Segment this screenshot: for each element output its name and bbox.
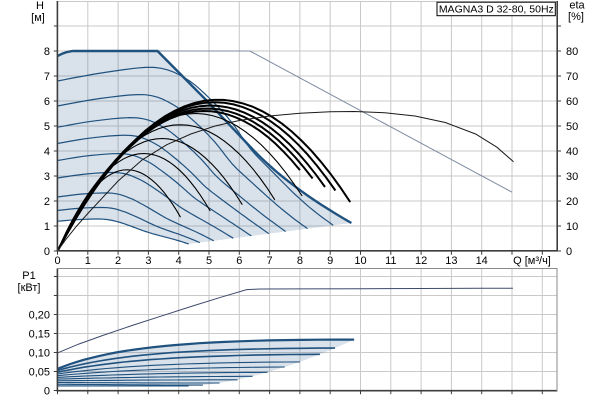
- svg-text:30: 30: [566, 171, 578, 183]
- svg-text:5: 5: [44, 121, 50, 133]
- svg-text:0: 0: [54, 255, 60, 267]
- svg-text:4: 4: [44, 146, 50, 158]
- svg-text:6: 6: [236, 255, 242, 267]
- svg-text:7: 7: [44, 71, 50, 83]
- svg-text:11: 11: [385, 255, 396, 267]
- svg-text:3: 3: [145, 255, 151, 267]
- svg-text:P1: P1: [22, 270, 35, 282]
- svg-text:8: 8: [44, 46, 50, 58]
- svg-text:[%]: [%]: [568, 11, 584, 23]
- svg-text:40: 40: [566, 146, 578, 158]
- svg-text:12: 12: [415, 255, 427, 267]
- svg-text:0,15: 0,15: [29, 329, 50, 341]
- svg-text:0,05: 0,05: [29, 367, 50, 379]
- svg-text:0,20: 0,20: [29, 310, 50, 322]
- svg-text:2: 2: [44, 196, 50, 208]
- svg-text:H: H: [36, 0, 44, 12]
- svg-text:8: 8: [297, 255, 303, 267]
- svg-text:10: 10: [354, 255, 366, 267]
- svg-text:60: 60: [566, 96, 578, 108]
- svg-text:Q [м³/ч]: Q [м³/ч]: [513, 255, 551, 267]
- svg-text:70: 70: [566, 71, 578, 83]
- svg-text:14: 14: [476, 255, 488, 267]
- svg-text:MAGNA3 D 32-80, 50Hz: MAGNA3 D 32-80, 50Hz: [439, 4, 554, 16]
- svg-text:1: 1: [85, 255, 91, 267]
- svg-text:[м]: [м]: [31, 12, 45, 24]
- svg-text:5: 5: [206, 255, 212, 267]
- svg-text:2: 2: [115, 255, 121, 267]
- svg-text:80: 80: [566, 46, 578, 58]
- svg-text:0: 0: [566, 246, 572, 258]
- svg-text:10: 10: [566, 221, 578, 233]
- svg-text:4: 4: [176, 255, 182, 267]
- svg-text:3: 3: [44, 171, 50, 183]
- svg-text:7: 7: [267, 255, 273, 267]
- svg-text:0: 0: [44, 246, 50, 258]
- svg-text:20: 20: [566, 196, 578, 208]
- svg-text:1: 1: [44, 221, 50, 233]
- svg-text:9: 9: [327, 255, 333, 267]
- svg-text:[кВт]: [кВт]: [18, 282, 41, 294]
- svg-text:0,10: 0,10: [29, 348, 50, 360]
- svg-text:50: 50: [566, 121, 578, 133]
- svg-text:13: 13: [445, 255, 457, 267]
- svg-text:6: 6: [44, 96, 50, 108]
- svg-text:0: 0: [44, 386, 50, 398]
- svg-text:eta: eta: [569, 0, 585, 12]
